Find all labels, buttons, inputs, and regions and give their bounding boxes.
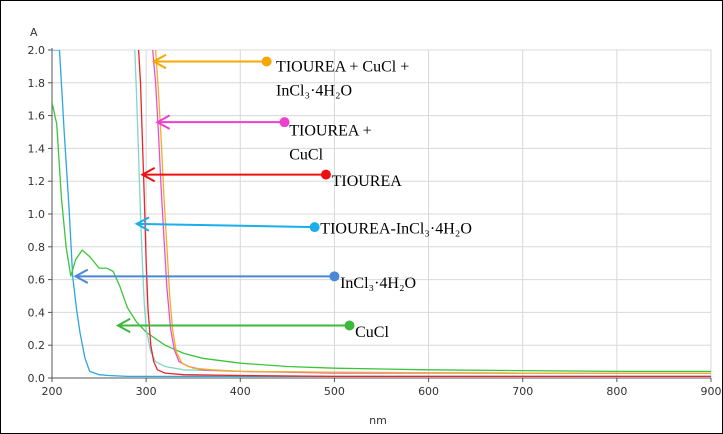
- annotation-dot: [309, 222, 320, 233]
- annotation-label-line: TIOUREA + CuCl +: [276, 58, 409, 75]
- annotation-arrowhead: [115, 317, 131, 334]
- annotation-label-line: TIOUREA +: [289, 122, 371, 139]
- annotation-arrowhead: [73, 268, 89, 284]
- y-tick-label: 0.4: [28, 306, 46, 319]
- x-tick-label: 800: [606, 385, 627, 398]
- annotation-arrowhead: [155, 114, 171, 130]
- annotation-label: TIOUREA: [332, 173, 403, 190]
- x-axis-label: nm: [369, 414, 387, 427]
- annotation-label: TIOUREA + CuCl: [289, 122, 371, 163]
- series-line: [52, 50, 711, 378]
- annotation-label: TIOUREA + CuCl + InCl₃·4H₂O: [276, 58, 409, 99]
- annotation-label-line: TIOUREA: [332, 173, 403, 190]
- y-tick-label: 0.0: [28, 372, 46, 385]
- annotation-dot: [329, 271, 340, 282]
- series-line: [154, 50, 711, 374]
- annotation-arrowhead: [151, 53, 167, 70]
- annotation-label-line: InCl₃·4H₂O: [340, 275, 416, 292]
- annotation-dot: [320, 169, 331, 180]
- x-tick-label: 400: [230, 385, 251, 398]
- y-tick-label: 1.2: [28, 175, 46, 188]
- y-tick-label: 1.0: [28, 208, 46, 221]
- y-tick-label: 0.8: [28, 241, 46, 254]
- annotation-label-line: InCl₃·4H₂O: [276, 82, 352, 99]
- annotation-dot: [344, 320, 355, 331]
- y-tick-label: 0.6: [28, 274, 46, 287]
- y-tick-label: 1.4: [28, 142, 46, 155]
- annotation-label: CuCl: [355, 324, 389, 341]
- annotation-label: TIOUREA-InCl₃·4H₂O: [320, 221, 472, 238]
- x-tick-label: 900: [701, 385, 722, 398]
- y-axis-label: A: [30, 26, 38, 39]
- annotation-dot: [279, 117, 290, 128]
- annotation-label-line: CuCl: [289, 146, 323, 163]
- annotation-label-line: TIOUREA-InCl₃·4H₂O: [320, 221, 472, 238]
- annotation-label-line: CuCl: [355, 324, 389, 341]
- annotation-arrowhead: [140, 167, 156, 183]
- x-tick-label: 700: [512, 385, 533, 398]
- y-tick-label: 1.8: [28, 77, 46, 90]
- x-tick-label: 300: [136, 385, 157, 398]
- series-line: [137, 50, 711, 378]
- x-tick-label: 500: [324, 385, 345, 398]
- y-tick-label: 2.0: [28, 44, 46, 57]
- x-tick-label: 200: [42, 385, 63, 398]
- series-group: [52, 50, 711, 378]
- annotation-dot: [261, 56, 272, 67]
- annotation-label: InCl₃·4H₂O: [340, 275, 416, 292]
- x-tick-label: 600: [418, 385, 439, 398]
- series-line: [52, 102, 711, 373]
- y-tick-label: 0.2: [28, 339, 46, 352]
- y-tick-label: 1.6: [28, 110, 46, 123]
- annotation-arrowhead: [134, 216, 150, 232]
- annotation-arrow-line: [136, 222, 315, 229]
